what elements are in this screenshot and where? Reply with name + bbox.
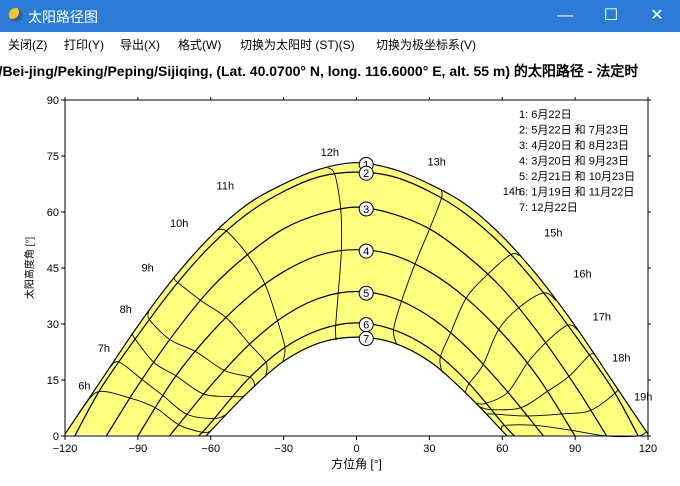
menu-print[interactable]: 打印(Y) [64, 38, 104, 52]
menu-format[interactable]: 格式(W) [178, 38, 222, 52]
x-tick-label: −90 [129, 443, 148, 455]
hour-label: 14h [503, 186, 521, 198]
maximize-button[interactable]: ☐ [603, 7, 619, 24]
hour-label: 9h [141, 263, 153, 275]
x-tick-label: −30 [274, 443, 293, 455]
legend-entry: 5: 2月21日 和 10月23日 [519, 170, 635, 183]
hour-label: 8h [120, 304, 132, 316]
hour-line [478, 353, 595, 411]
curve-marker-label: 6 [363, 320, 369, 332]
hour-label: 17h [593, 311, 611, 323]
hour-label: 13h [427, 156, 445, 168]
menu-export[interactable]: 导出(X) [120, 38, 160, 52]
minimize-button[interactable]: — [557, 7, 573, 24]
date-curve-5 [169, 290, 544, 437]
curve-marker-label: 5 [363, 288, 369, 300]
curve-marker-5 [358, 285, 374, 301]
curve-marker-label: 1 [363, 159, 369, 171]
x-tick-label: −120 [53, 443, 78, 455]
legend-entry: 3: 4月20日 和 8月23日 [519, 139, 629, 152]
hour-line [486, 388, 619, 417]
hour-label: 12h [321, 147, 339, 159]
x-tick-label: 30 [423, 443, 435, 455]
x-tick-label: 90 [569, 443, 581, 455]
app-icon [9, 8, 23, 22]
menu-close[interactable]: 关闭(Z) [8, 38, 48, 52]
date-curve-1 [64, 162, 649, 435]
hour-line [392, 190, 443, 345]
y-tick-label: 90 [47, 95, 59, 107]
y-tick-label: 0 [53, 431, 59, 443]
curve-marker-label: 7 [363, 334, 369, 346]
legend-entry: 7: 12月22日 [519, 202, 578, 214]
title-bar: 太阳路径图 — ☐ ✕ [0, 0, 680, 32]
hour-line [109, 361, 227, 419]
x-axis-label: 方位角 [°] [331, 456, 382, 471]
curve-marker-label: 4 [363, 246, 369, 258]
menu-bar: 关闭(Z) 打印(Y) 导出(X) 格式(W) 切换为太阳时 (ST)(S) 切… [0, 32, 680, 54]
hour-label: 19h [634, 392, 652, 404]
y-tick-label: 45 [47, 263, 59, 275]
x-tick-label: −60 [201, 443, 220, 455]
curve-marker-3 [358, 201, 374, 217]
hour-label: 11h [217, 181, 235, 193]
x-tick-label: 60 [496, 443, 508, 455]
hour-line [475, 324, 579, 405]
date-curve-3 [105, 206, 608, 437]
date-curve-7 [205, 336, 508, 437]
plot-title-wrap: g/Bei-jing/Peking/Peping/Sijiqing, (Lat.… [0, 57, 680, 81]
menu-switch-polar[interactable]: 切换为极坐标系(V) [376, 38, 476, 52]
legend-entry: 2: 5月22日 和 7月23日 [519, 124, 629, 137]
hour-line [84, 390, 211, 434]
sun-path-band [65, 162, 648, 436]
hour-line [173, 277, 268, 378]
hour-label: 15h [544, 227, 562, 239]
close-button[interactable]: ✕ [650, 7, 664, 24]
hour-line [147, 311, 256, 387]
date-curve-6 [198, 322, 515, 437]
y-tick-label: 60 [47, 207, 59, 219]
hour-label: 7h [98, 343, 110, 355]
curve-marker-7 [358, 331, 374, 347]
hour-line [131, 333, 244, 398]
hour-label: 18h [612, 352, 630, 364]
menu-switch-solar-time[interactable]: 切换为太阳时 (ST)(S) [240, 38, 355, 52]
hour-label: 10h [170, 218, 188, 230]
hour-line [327, 167, 343, 341]
date-curve-2 [74, 171, 639, 437]
y-tick-label: 75 [47, 151, 59, 163]
x-tick-label: 120 [639, 443, 657, 455]
y-tick-label: 15 [47, 375, 59, 387]
hour-line [464, 292, 557, 393]
curve-marker-label: 2 [363, 168, 369, 180]
legend-entry: 6: 1月19日 和 11月22日 [519, 186, 634, 199]
legend-entry: 1: 6月22日 [519, 109, 572, 121]
legend-entry: 4: 3月20日 和 9月23日 [519, 155, 629, 168]
hour-label: 16h [573, 268, 591, 280]
hour-line [218, 228, 286, 363]
curve-marker-4 [358, 243, 374, 259]
hour-line [439, 253, 520, 373]
curve-marker-label: 3 [363, 204, 369, 216]
curve-marker-2 [358, 165, 374, 181]
hour-label: 6h [78, 380, 90, 392]
plot-title: g/Bei-jing/Peking/Peping/Sijiqing, (Lat.… [0, 63, 639, 79]
y-axis-label: 太阳高度角 [°] [23, 237, 36, 300]
y-tick-label: 30 [47, 319, 59, 331]
x-tick-label: 0 [353, 443, 359, 455]
date-curve-4 [137, 249, 576, 437]
window-title: 太阳路径图 [28, 9, 98, 25]
